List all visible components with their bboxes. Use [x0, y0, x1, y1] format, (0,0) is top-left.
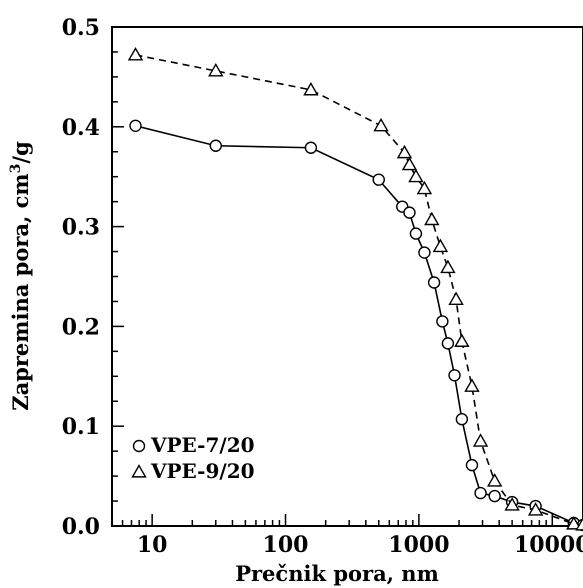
series-2-point	[486, 473, 503, 487]
series-1-point	[304, 141, 318, 154]
series-1-point	[418, 246, 431, 259]
series-1-point	[448, 369, 461, 382]
series-1-point	[441, 337, 455, 350]
series-layer	[127, 47, 583, 532]
y-axis-title: Zapremina pora, cm3/g	[8, 141, 33, 411]
series-1-point	[409, 227, 423, 240]
legend-marker-2	[131, 464, 147, 478]
series-2	[127, 47, 583, 531]
series-2-point	[575, 517, 583, 531]
series-2-point	[454, 333, 470, 347]
series-1-point	[455, 413, 469, 426]
series-2-point	[127, 47, 144, 61]
series-1-point	[436, 315, 449, 328]
y-tick-label: 0.0	[62, 514, 100, 540]
series-1-point	[372, 173, 385, 186]
y-tick-label: 0.5	[62, 15, 100, 41]
axes-layer: 0.0 0.1 0.2 0.3 0.4 0.5 10 100 1000 10000	[62, 15, 583, 558]
series-2-point	[408, 168, 424, 183]
series-2-line	[135, 54, 583, 526]
legend-marker-1	[132, 439, 146, 453]
series-1-point	[129, 119, 142, 133]
series-2-point	[416, 180, 433, 195]
series-1-point	[427, 276, 441, 289]
x-tick-label: 100	[263, 532, 309, 558]
y-tick-label: 0.1	[62, 414, 100, 440]
series-2-point	[464, 378, 480, 392]
series-2-point	[373, 117, 389, 132]
series-2-point	[448, 291, 464, 306]
series-1-point	[474, 486, 487, 500]
series-1-point	[209, 139, 222, 152]
y-axis-title-main: Zapremina pora, cm	[8, 173, 33, 410]
y-tick-label: 0.4	[62, 115, 100, 141]
series-1-point	[465, 458, 479, 472]
y-axis-title-superscript: 3	[8, 164, 24, 174]
series-2-point	[432, 238, 449, 253]
y-tick-label: 0.2	[62, 314, 100, 340]
series-2-point	[424, 211, 440, 226]
series-2-point	[472, 433, 489, 447]
series-1-point	[403, 206, 416, 219]
series-1-point	[488, 489, 501, 503]
x-axis-title: Prečnik pora, nm	[235, 561, 439, 586]
x-tick-label: 10	[137, 532, 168, 558]
series-2-point	[396, 144, 413, 159]
series-2-point	[208, 63, 224, 77]
series-2-point	[527, 502, 544, 516]
series-2-point	[504, 497, 520, 511]
x-tick-label: 10000	[514, 532, 583, 558]
legend-label-1: VPE-7/20	[150, 433, 255, 457]
legend-label-2: VPE-9/20	[150, 459, 255, 483]
x-tick-label: 1000	[388, 532, 449, 558]
series-2-point	[303, 81, 319, 96]
series-2-point	[566, 516, 582, 530]
y-tick-label: 0.3	[62, 215, 100, 241]
series-2-point	[401, 156, 418, 171]
y-axis-title-tail: /g	[8, 141, 33, 164]
series-2-point	[440, 259, 456, 274]
